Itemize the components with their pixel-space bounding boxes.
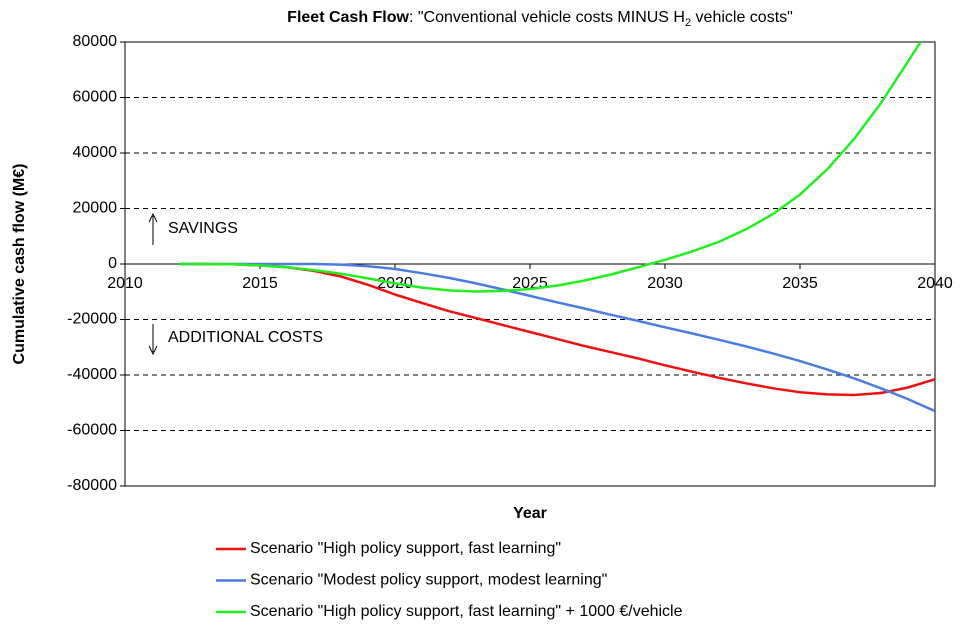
legend-label: Scenario "High policy support, fast lear… xyxy=(250,540,561,557)
y-tick-label: -80000 xyxy=(67,477,117,494)
annotation: ADDITIONAL COSTS xyxy=(168,329,323,346)
y-tick-label: -40000 xyxy=(67,366,117,383)
x-axis-title: Year xyxy=(513,505,547,522)
up-arrow xyxy=(148,212,158,245)
down-arrow xyxy=(148,324,158,356)
legend-label: Scenario "Modest policy support, modest … xyxy=(250,572,607,589)
y-axis-title: Cumulative cash flow (M€) xyxy=(11,164,28,365)
x-tick-label: 2040 xyxy=(917,275,953,292)
y-tick-label: 80000 xyxy=(73,33,118,50)
x-tick-label: 2010 xyxy=(107,275,143,292)
y-tick-label: -20000 xyxy=(67,311,117,328)
y-tick-label: 0 xyxy=(108,255,117,272)
x-tick-label: 2035 xyxy=(782,275,818,292)
y-tick-label: 60000 xyxy=(73,89,118,106)
x-tick-label: 2015 xyxy=(242,275,278,292)
title-part: : "Conventional vehicle costs MINUS H xyxy=(409,9,685,26)
y-tick-label: 20000 xyxy=(73,200,118,217)
title-part: vehicle costs" xyxy=(691,9,793,26)
title-part: 2 xyxy=(685,17,691,29)
series-line xyxy=(179,262,935,413)
title-part: Fleet Cash Flow xyxy=(287,9,409,26)
chart-title: Fleet Cash Flow: "Conventional vehicle c… xyxy=(287,9,793,29)
y-tick-label: -60000 xyxy=(67,422,117,439)
plot-lines xyxy=(179,42,935,413)
y-tick-label: 40000 xyxy=(73,144,118,161)
series-line xyxy=(179,42,923,293)
annotation: SAVINGS xyxy=(168,220,238,237)
x-tick-label: 2030 xyxy=(647,275,683,292)
legend-label: Scenario "High policy support, fast lear… xyxy=(250,603,683,620)
